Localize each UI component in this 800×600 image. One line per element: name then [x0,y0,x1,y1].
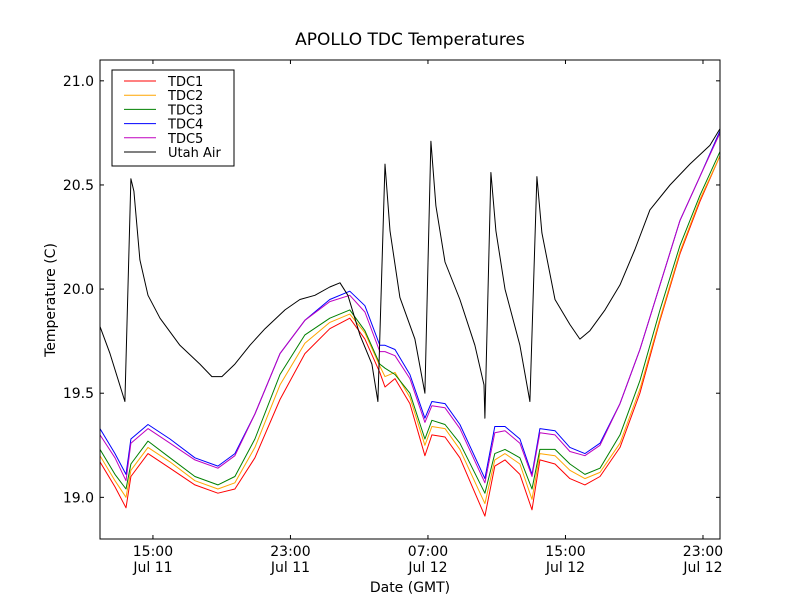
y-tick-label: 20.0 [63,282,94,298]
y-tick-label: 20.5 [63,178,94,194]
chart-title: APOLLO TDC Temperatures [295,30,525,50]
y-tick-label: 21.0 [63,74,94,90]
x-tick-label-time: 07:00 [408,544,448,560]
x-tick-label-time: 15:00 [133,544,173,560]
legend-label: TDC3 [167,103,203,118]
series-line-tdc1 [100,155,720,517]
y-tick-label: 19.5 [63,386,94,402]
y-axis-label: Temperature (C) [43,243,59,358]
plot-frame [99,59,721,540]
series-line-tdc4 [100,130,720,480]
series-line-tdc5 [100,132,720,484]
legend-box [111,69,235,167]
series-layer [100,128,720,517]
x-axis-label: Date (GMT) [370,580,450,596]
x-tick-label-date: Jul 11 [270,560,310,576]
series-line-tdc2 [100,155,720,505]
legend-label: Utah Air [168,146,221,161]
series-line-tdc3 [100,151,720,494]
x-tick-label-date: Jul 12 [407,560,447,576]
legend-label: TDC5 [167,132,203,147]
legend-label: TDC1 [167,75,203,90]
x-tick-label-date: Jul 12 [682,560,722,576]
x-tick-label-date: Jul 12 [545,560,585,576]
x-tick-label-date: Jul 11 [132,560,172,576]
legend-label: TDC4 [167,118,203,133]
x-tick-label-time: 15:00 [545,544,585,560]
x-tick-label-time: 23:00 [683,544,723,560]
y-tick-label: 19.0 [63,490,94,506]
x-tick-label-time: 23:00 [270,544,310,560]
legend-label: TDC2 [167,89,203,104]
series-line-utah-air [100,128,720,419]
